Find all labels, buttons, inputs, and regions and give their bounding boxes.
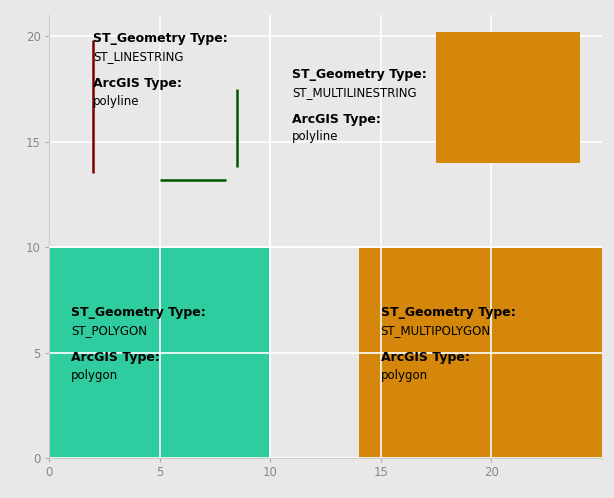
Text: ST_Geometry Type:: ST_Geometry Type: [93, 32, 228, 45]
Text: ST_POLYGON: ST_POLYGON [71, 324, 147, 337]
Text: polygon: polygon [71, 369, 119, 382]
Text: ST_Geometry Type:: ST_Geometry Type: [71, 306, 206, 319]
Text: polygon: polygon [381, 369, 428, 382]
Bar [359, 247, 602, 458]
Text: ArcGIS Type:: ArcGIS Type: [292, 113, 381, 125]
Bar [49, 247, 270, 458]
Text: polyline: polyline [292, 130, 339, 143]
Text: ArcGIS Type:: ArcGIS Type: [71, 351, 160, 364]
Text: ST_Geometry Type:: ST_Geometry Type: [292, 68, 427, 81]
Text: ST_MULTILINESTRING: ST_MULTILINESTRING [292, 86, 417, 99]
Bar [49, 15, 270, 247]
Text: polyline: polyline [93, 95, 140, 108]
Text: ST_LINESTRING: ST_LINESTRING [93, 50, 184, 63]
Text: ST_Geometry Type:: ST_Geometry Type: [381, 306, 515, 319]
Text: ArcGIS Type:: ArcGIS Type: [93, 77, 182, 90]
Text: ST_MULTIPOLYGON: ST_MULTIPOLYGON [381, 324, 491, 337]
Text: ArcGIS Type:: ArcGIS Type: [381, 351, 470, 364]
Bar [436, 32, 580, 163]
Bar [270, 15, 513, 247]
